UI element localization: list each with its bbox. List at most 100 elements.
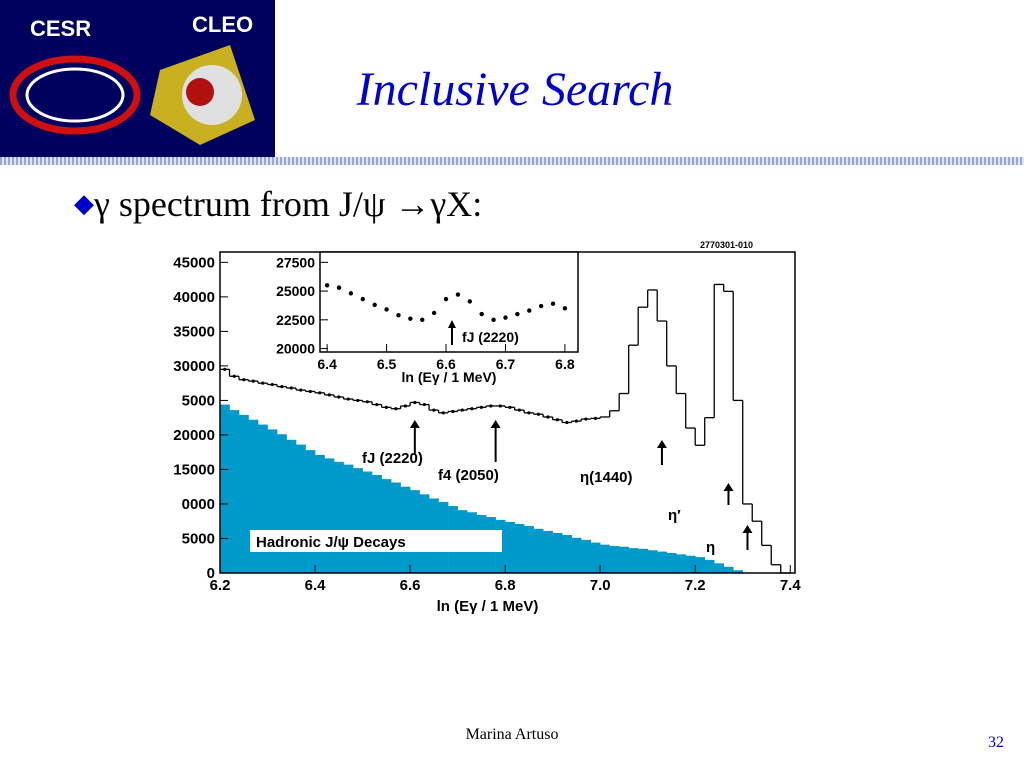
y-tick-label: 40000 — [173, 289, 215, 306]
bar — [277, 434, 287, 573]
point — [460, 408, 464, 412]
point — [289, 386, 293, 390]
point — [584, 417, 588, 421]
point — [375, 402, 379, 407]
y-tick-label: 20000 — [276, 341, 315, 357]
bar — [514, 523, 525, 573]
point — [479, 405, 483, 409]
annotation: f4 (2050) — [438, 467, 499, 484]
bar — [305, 450, 316, 573]
point — [515, 311, 520, 317]
bar — [657, 551, 667, 573]
x-tick-label: 6.4 — [305, 577, 327, 594]
point — [470, 407, 474, 411]
bar — [723, 566, 734, 573]
point — [403, 404, 407, 408]
point — [327, 393, 331, 397]
bar — [248, 419, 259, 573]
x-axis-label: ln (Eγ / 1 MeV) — [437, 598, 539, 615]
point — [318, 391, 322, 395]
bar — [590, 542, 601, 573]
y-tick-label: 0 — [207, 565, 215, 582]
point — [337, 395, 341, 399]
x-tick-label: 6.6 — [400, 577, 421, 594]
bar — [258, 424, 268, 573]
y-tick-label: 45000 — [173, 254, 215, 271]
bullet: ◆γ spectrum from J/ψ →γX: — [74, 183, 482, 225]
divider — [0, 157, 1024, 165]
point — [550, 301, 556, 306]
point — [479, 311, 484, 317]
legend-label: Hadronic J/ψ Decays — [256, 534, 406, 551]
point — [223, 367, 227, 371]
bar — [543, 530, 553, 573]
point — [527, 308, 532, 313]
bar — [628, 548, 639, 573]
bar — [334, 461, 344, 573]
point — [384, 405, 388, 409]
point — [356, 398, 360, 403]
arrow-head — [742, 525, 753, 533]
logo-label: CESR — [30, 16, 91, 41]
bar — [220, 404, 230, 573]
bar — [353, 468, 363, 573]
point — [536, 412, 540, 416]
x-tick-label: 7.0 — [590, 577, 611, 594]
bar — [581, 539, 591, 573]
bar — [343, 464, 354, 573]
bar — [391, 482, 401, 573]
point — [261, 381, 265, 385]
x-tick-label: 7.2 — [685, 577, 706, 594]
bar — [533, 528, 544, 573]
arrow-head — [656, 440, 667, 448]
bar — [647, 550, 658, 573]
point — [384, 307, 389, 312]
footer: Marina Artuso — [465, 726, 559, 743]
x-tick-label: 6.8 — [495, 577, 516, 594]
logo-art: CESR CLEO — [9, 12, 255, 145]
point — [498, 404, 502, 408]
arrow-head — [447, 320, 456, 328]
y-tick-label: 35000 — [173, 323, 215, 340]
point — [432, 408, 436, 412]
x-tick-label: 6.7 — [496, 356, 516, 372]
point — [242, 378, 246, 382]
frame — [319, 251, 579, 353]
bar — [666, 552, 677, 573]
point — [431, 310, 437, 316]
point — [451, 409, 455, 414]
point — [574, 419, 579, 423]
bar — [676, 554, 687, 573]
logo: CESR CLEO — [0, 0, 275, 157]
annotation: η(1440) — [580, 469, 633, 486]
point — [441, 411, 445, 415]
arrow-head — [723, 483, 734, 491]
point — [394, 407, 398, 411]
point — [324, 283, 330, 288]
point — [346, 397, 350, 401]
bar — [695, 557, 706, 573]
y-tick-label: 30000 — [173, 358, 215, 375]
legend-box — [250, 530, 502, 552]
x-axis-label: ln (Eγ / 1 MeV) — [402, 369, 497, 385]
point — [503, 315, 508, 320]
point — [517, 408, 521, 412]
bar — [372, 474, 382, 573]
x-tick-label: 6.5 — [377, 356, 397, 372]
bar — [286, 439, 297, 573]
annotation: η — [706, 539, 715, 556]
point — [308, 389, 312, 394]
annotation: fJ (2220) — [462, 329, 519, 345]
point — [270, 382, 274, 387]
point — [491, 317, 496, 323]
point — [365, 400, 369, 404]
bar — [324, 458, 335, 573]
x-tick-label: 6.6 — [436, 356, 456, 372]
point — [555, 418, 559, 422]
point — [546, 415, 550, 419]
y-tick-label: 27500 — [276, 254, 315, 270]
point — [408, 316, 413, 321]
bar — [267, 429, 278, 573]
